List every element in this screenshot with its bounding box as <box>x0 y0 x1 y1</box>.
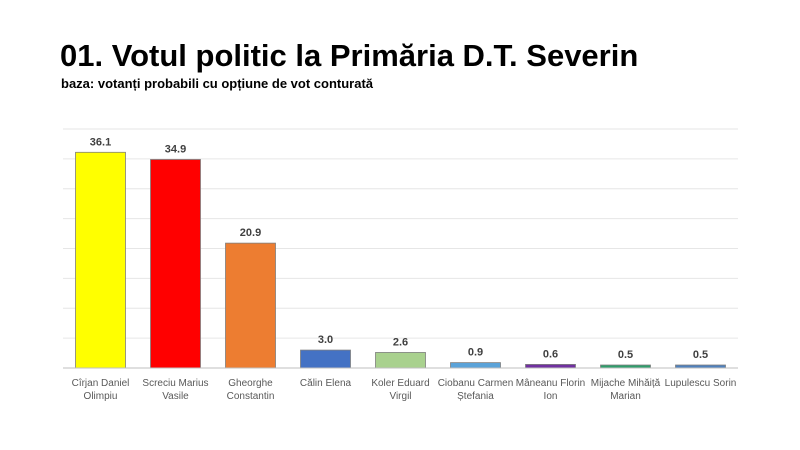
data-label: 20.9 <box>240 227 261 239</box>
category-label: Călin Elena <box>300 378 352 389</box>
category-label: Constantin <box>227 391 275 402</box>
data-label: 3.0 <box>318 334 333 346</box>
category-label: Marian <box>610 391 641 402</box>
category-label: Olimpiu <box>84 391 118 402</box>
data-label: 0.5 <box>618 349 633 361</box>
category-label: Ștefania <box>457 391 494 402</box>
category-label: Mâneanu Florin <box>516 378 585 389</box>
category-label: Vasile <box>162 391 189 402</box>
bar <box>375 352 426 369</box>
chart-subtitle: baza: votanți probabili cu opțiune de vo… <box>61 76 374 91</box>
bar <box>225 242 276 369</box>
category-label: Screciu Marius <box>142 378 208 389</box>
data-label: 0.9 <box>468 347 483 359</box>
category-label: Mijache Mihăiță <box>591 378 661 389</box>
bar <box>150 159 201 369</box>
category-label: Ion <box>544 391 558 402</box>
category-label: Koler Eduard <box>371 378 429 389</box>
data-label: 0.5 <box>693 349 708 361</box>
chart-title: 01. Votul politic la Primăria D.T. Sever… <box>60 38 639 73</box>
category-label: Ciobanu Carmen <box>438 378 514 389</box>
data-label: 36.1 <box>90 136 111 148</box>
bar <box>525 364 576 369</box>
category-label: Lupulescu Sorin <box>665 378 737 389</box>
data-label: 0.6 <box>543 348 558 360</box>
data-label: 2.6 <box>393 336 408 348</box>
bar <box>75 151 126 369</box>
category-label: Virgil <box>389 391 411 402</box>
category-label: Gheorghe <box>228 378 273 389</box>
bar <box>450 362 501 369</box>
category-label: Cîrjan Daniel <box>72 378 130 389</box>
data-label: 34.9 <box>165 143 186 155</box>
bar <box>300 349 351 369</box>
